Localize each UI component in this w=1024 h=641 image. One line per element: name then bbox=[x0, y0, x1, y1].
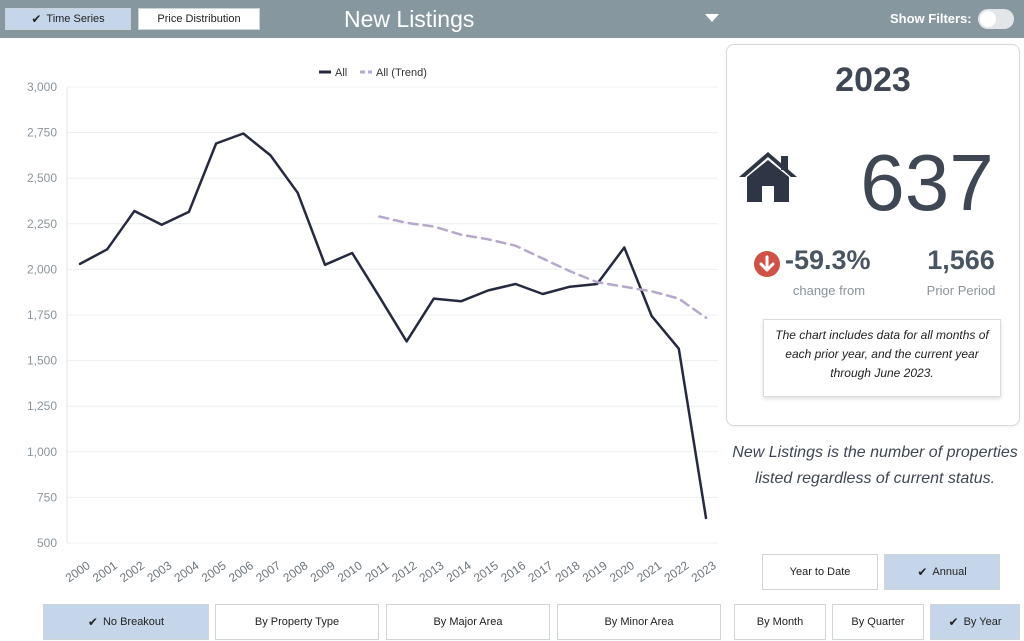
no-breakout-label: No Breakout bbox=[102, 616, 165, 628]
x-tick-label: 2016 bbox=[498, 558, 528, 585]
year-to-date-label: Year to Date bbox=[789, 566, 851, 578]
down-arrow-icon bbox=[754, 251, 780, 277]
x-tick-label: 2001 bbox=[90, 558, 120, 585]
legend-label-all: All bbox=[335, 67, 347, 79]
x-tick-label: 2006 bbox=[226, 558, 256, 585]
show-filters-toggle[interactable] bbox=[978, 9, 1014, 29]
summary-year: 2023 bbox=[835, 61, 911, 99]
x-tick-label: 2012 bbox=[389, 558, 419, 585]
x-tick-label: 2008 bbox=[280, 558, 310, 585]
x-tick-label: 2020 bbox=[607, 558, 637, 585]
legend-label-trend: All (Trend) bbox=[376, 67, 427, 79]
x-tick-label: 2002 bbox=[117, 558, 147, 585]
check-icon: ✔ bbox=[87, 615, 98, 629]
tab-price-distribution[interactable]: Price Distribution bbox=[138, 8, 260, 30]
check-icon: ✔ bbox=[917, 565, 928, 579]
y-tick-label: 1,250 bbox=[27, 399, 57, 413]
series-line-trend bbox=[378, 215, 708, 319]
by-property-type-button[interactable]: By Property Type bbox=[215, 604, 379, 640]
tab-time-series[interactable]: ✔ Time Series bbox=[5, 8, 131, 30]
year-to-date-button[interactable]: Year to Date bbox=[762, 554, 878, 590]
x-tick-label: 2019 bbox=[580, 558, 610, 585]
y-tick-label: 2,000 bbox=[27, 262, 57, 276]
change-percent: -59.3% bbox=[785, 245, 871, 275]
title-dropdown-caret-icon[interactable] bbox=[705, 14, 719, 22]
y-tick-label: 2,750 bbox=[27, 126, 57, 140]
x-tick-label: 2000 bbox=[63, 558, 93, 585]
by-year-button[interactable]: ✔ By Year bbox=[930, 604, 1020, 640]
x-tick-label: 2023 bbox=[689, 558, 719, 585]
x-tick-label: 2011 bbox=[363, 558, 392, 584]
annual-button[interactable]: ✔ Annual bbox=[884, 554, 1000, 590]
tab-price-distribution-label: Price Distribution bbox=[157, 13, 241, 25]
no-breakout-button[interactable]: ✔ No Breakout bbox=[43, 604, 209, 640]
by-minor-area-label: By Minor Area bbox=[604, 616, 674, 628]
x-tick-label: 2010 bbox=[335, 558, 365, 585]
by-year-label: By Year bbox=[963, 616, 1002, 628]
page-title: New Listings bbox=[344, 6, 475, 32]
summary-card: 2023 637 -59.3% 1,566 change from Prior … bbox=[726, 44, 1020, 426]
x-tick-label: 2004 bbox=[172, 558, 202, 585]
x-tick-label: 2014 bbox=[444, 558, 474, 585]
tab-time-series-label: Time Series bbox=[46, 13, 105, 25]
y-tick-label: 2,500 bbox=[27, 171, 57, 185]
y-tick-label: 2,250 bbox=[27, 217, 57, 231]
show-filters-label: Show Filters: bbox=[890, 11, 972, 26]
annual-label: Annual bbox=[932, 566, 967, 578]
change-label: change from bbox=[792, 283, 866, 298]
x-tick-label: 2018 bbox=[553, 558, 583, 585]
prior-period-label: Prior Period bbox=[926, 283, 996, 298]
y-tick-label: 1,750 bbox=[27, 308, 57, 322]
x-tick-label: 2015 bbox=[471, 558, 501, 585]
metric-description: New Listings is the number of properties… bbox=[732, 444, 1018, 487]
check-icon: ✔ bbox=[948, 615, 959, 629]
x-tick-label: 2013 bbox=[417, 558, 447, 585]
x-tick-label: 2003 bbox=[144, 558, 174, 585]
x-tick-label: 2007 bbox=[253, 558, 283, 585]
by-month-button[interactable]: By Month bbox=[734, 604, 826, 640]
x-tick-label: 2009 bbox=[308, 558, 338, 585]
chart-note: The chart includes data for all months o… bbox=[763, 319, 1001, 397]
by-major-area-button[interactable]: By Major Area bbox=[386, 604, 550, 640]
line-chart: 500 750 1,000 1,250 1,500 1,750 2,000 2,250 2,50… bbox=[27, 67, 719, 585]
x-tick-label: 2022 bbox=[662, 558, 692, 585]
y-tick-label: 1,500 bbox=[27, 354, 57, 368]
check-icon: ✔ bbox=[31, 12, 42, 26]
by-quarter-label: By Quarter bbox=[851, 616, 905, 628]
y-tick-label: 1,000 bbox=[27, 445, 57, 459]
prior-period-value: 1,566 bbox=[927, 245, 995, 275]
x-tick-label: 2005 bbox=[199, 558, 229, 585]
toggle-knob bbox=[980, 11, 996, 27]
by-minor-area-button[interactable]: By Minor Area bbox=[557, 604, 721, 640]
y-tick-label: 500 bbox=[37, 536, 57, 550]
house-icon bbox=[739, 152, 797, 202]
by-quarter-button[interactable]: By Quarter bbox=[832, 604, 924, 640]
by-property-type-label: By Property Type bbox=[254, 616, 340, 628]
header-bar: ✔ Time Series Price Distribution New Lis… bbox=[0, 0, 1024, 38]
y-tick-label: 750 bbox=[37, 490, 57, 504]
y-tick-label: 3,000 bbox=[27, 80, 57, 94]
series-line-all bbox=[78, 132, 708, 520]
by-major-area-label: By Major Area bbox=[433, 616, 503, 628]
x-tick-label: 2021 bbox=[634, 558, 664, 585]
x-tick-label: 2017 bbox=[525, 558, 555, 585]
by-month-label: By Month bbox=[756, 616, 804, 628]
summary-value: 637 bbox=[860, 138, 994, 227]
